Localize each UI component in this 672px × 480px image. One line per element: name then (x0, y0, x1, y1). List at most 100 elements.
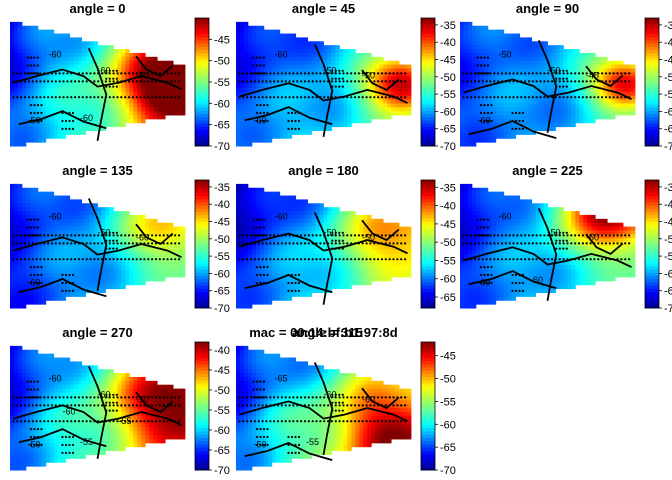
heatmap-cell (367, 64, 372, 69)
heatmap-cell (371, 68, 376, 73)
sample-dot (127, 258, 131, 261)
heatmap-cell (519, 41, 525, 46)
heatmap-cell (121, 265, 126, 270)
sample-dot (585, 72, 588, 75)
colorbar-segment (421, 82, 435, 86)
colorbar-tick-label: -70 (214, 141, 230, 153)
heatmap-cell (141, 99, 146, 104)
colorbar-segment (195, 37, 209, 41)
heatmap-cell (535, 49, 540, 54)
heatmap-cell (471, 138, 477, 143)
contour-label: -50 (98, 227, 111, 237)
heatmap-cell (263, 99, 269, 104)
heatmap-cell (559, 95, 564, 100)
heatmap-cell (73, 68, 79, 73)
heatmap-cell (279, 111, 285, 116)
sample-dot (39, 72, 42, 75)
colorbar-segment (195, 40, 209, 44)
heatmap-cell (133, 95, 138, 100)
heatmap-cell (236, 87, 241, 93)
heatmap-cell (236, 242, 241, 247)
heatmap-cell (181, 99, 186, 104)
sample-dot (39, 258, 42, 261)
colorbar-segment (195, 114, 209, 118)
heatmap-cell (45, 222, 51, 227)
sample-dot (112, 247, 115, 250)
heatmap-cell (53, 226, 59, 231)
heatmap-cell (125, 64, 130, 69)
heatmap-cell (239, 80, 245, 85)
heatmap-cell (101, 288, 106, 293)
heatmap-cell (571, 72, 576, 77)
heatmap-cell (627, 76, 632, 81)
colorbar-segment (645, 139, 659, 144)
heatmap-cell (177, 111, 182, 116)
heatmap-cell (161, 107, 166, 112)
heatmap-cell (89, 246, 94, 251)
heatmap-cell (73, 246, 79, 251)
heatmap-cell (407, 68, 412, 73)
heatmap-cell (105, 80, 110, 85)
heatmap-cell (591, 52, 596, 58)
heatmap-cell (511, 134, 517, 139)
heatmap-cell (499, 87, 505, 93)
heatmap-cell (503, 126, 509, 131)
sample-dot (131, 242, 134, 245)
heatmap-cell (251, 107, 257, 112)
heatmap-cell (169, 269, 174, 274)
sample-dot (562, 77, 565, 80)
heatmap-cell (299, 56, 305, 62)
sample-dot (16, 96, 19, 99)
heatmap-cell (236, 191, 241, 196)
heatmap-cell (511, 103, 517, 108)
heatmap-cell (383, 84, 388, 89)
heatmap-cell (33, 269, 39, 274)
heatmap-cell (519, 56, 525, 62)
heatmap-cell (49, 284, 55, 290)
heatmap-cell (77, 60, 82, 65)
heatmap-cell (567, 80, 572, 85)
heatmap-cell (247, 45, 253, 50)
sample-dot (23, 80, 27, 83)
sample-dot (12, 72, 15, 75)
heatmap-cell (117, 118, 122, 124)
heatmap-cell (69, 103, 75, 108)
heatmap-cell (615, 68, 620, 73)
heatmap-cell (236, 33, 241, 38)
heatmap-cell (109, 226, 114, 231)
heatmap-cell (567, 111, 572, 116)
heatmap-cell (33, 292, 39, 297)
heatmap-cell (77, 199, 82, 204)
heatmap-cell (61, 261, 67, 266)
heatmap-cell (45, 249, 51, 255)
heatmap-cell (97, 95, 102, 100)
heatmap-cell (13, 230, 19, 235)
heatmap-cell (311, 76, 316, 81)
heatmap-cell (363, 52, 368, 58)
heatmap-cell (69, 45, 75, 50)
heatmap-cell (73, 222, 79, 227)
heatmap-cell (121, 107, 126, 112)
heatmap-cell (535, 76, 540, 81)
heatmap-cell (379, 76, 384, 81)
heatmap-cell (355, 52, 360, 58)
heatmap-cell (547, 99, 552, 104)
heatmap-cell (575, 72, 580, 77)
heatmap-cell (13, 218, 19, 224)
heatmap-cell (33, 222, 39, 227)
sample-dot (50, 80, 54, 83)
colorbar-segment (645, 101, 659, 105)
heatmap-cell (117, 95, 122, 100)
heatmap-cell (29, 187, 35, 193)
heatmap-cell (137, 64, 142, 69)
heatmap-cell (255, 41, 261, 46)
heatmap-cell (463, 134, 469, 139)
heatmap-cell (575, 99, 580, 104)
contour-line (239, 82, 408, 104)
heatmap-cell (73, 56, 79, 62)
sample-dot (170, 242, 173, 245)
heatmap-cell (65, 72, 71, 77)
heatmap-cell (53, 249, 59, 255)
heatmap-cell (319, 87, 324, 93)
colorbar-segment (195, 69, 209, 73)
